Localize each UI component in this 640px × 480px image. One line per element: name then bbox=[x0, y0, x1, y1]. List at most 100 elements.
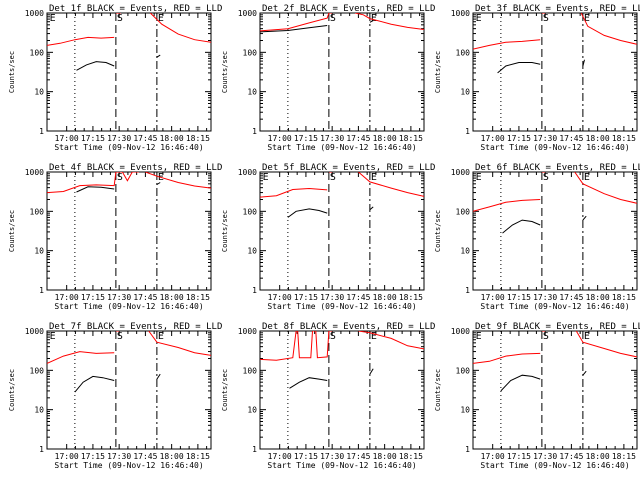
x-axis-label: Start Time (09-Nov-12 16:46:40) bbox=[54, 143, 203, 152]
plot-frame bbox=[472, 171, 638, 291]
x-tick-label: 17:00 bbox=[481, 293, 505, 302]
x-tick-label: 18:15 bbox=[186, 134, 210, 143]
y-tick-label: 1000 bbox=[238, 9, 257, 18]
series-line-events bbox=[500, 374, 541, 392]
y-tick-label: 1 bbox=[252, 445, 257, 454]
event-marker-label: E bbox=[371, 13, 377, 24]
x-axis-label: Start Time (09-Nov-12 16:46:40) bbox=[480, 461, 629, 470]
series-line-lld bbox=[473, 352, 541, 364]
y-tick-label: 100 bbox=[30, 48, 45, 57]
y-tick-label: 100 bbox=[243, 207, 258, 216]
x-tick-label: 17:30 bbox=[107, 452, 131, 461]
panel-title: Det 1f BLACK = Events, RED = LLD bbox=[49, 4, 222, 14]
detector-panel: Det 4f BLACK = Events, RED = LLD 1 10 100 10… bbox=[8, 163, 222, 311]
detector-panel: Det 5f BLACK = Events, RED = LLD 1 10 100 10… bbox=[221, 163, 435, 311]
y-tick-label: 100 bbox=[456, 207, 471, 216]
x-tick-label: 18:15 bbox=[399, 134, 423, 143]
event-marker-label: E bbox=[584, 331, 590, 342]
x-tick-label: 18:00 bbox=[373, 293, 397, 302]
event-marker-label: E bbox=[476, 13, 482, 24]
x-tick-label: 17:45 bbox=[559, 452, 583, 461]
detector-panel: Det 9f BLACK = Events, RED = LLD 1 10 100 10… bbox=[434, 322, 640, 470]
y-axis-label: Counts/sec bbox=[221, 51, 229, 93]
series-line-events bbox=[156, 54, 161, 58]
event-marker-label: E bbox=[371, 172, 377, 183]
y-axis-label: Counts/sec bbox=[434, 51, 442, 93]
x-tick-label: 17:30 bbox=[533, 293, 557, 302]
plot-frame bbox=[259, 171, 425, 291]
plot-frame bbox=[259, 12, 425, 132]
y-tick-label: 10 bbox=[247, 88, 257, 97]
x-tick-label: 18:00 bbox=[373, 134, 397, 143]
y-axis-label: Counts/sec bbox=[221, 369, 229, 411]
x-tick-label: 17:00 bbox=[268, 452, 292, 461]
series-line-events bbox=[369, 20, 374, 23]
series-line-lld bbox=[580, 13, 637, 45]
plot-frame bbox=[472, 330, 638, 450]
x-tick-label: 18:15 bbox=[186, 293, 210, 302]
series-line-events bbox=[582, 59, 585, 67]
y-tick-label: 10 bbox=[460, 406, 470, 415]
detector-panel: Det 6f BLACK = Events, RED = LLD 1 10 100 10… bbox=[434, 163, 640, 311]
x-axis-label: Start Time (09-Nov-12 16:46:40) bbox=[267, 143, 416, 152]
x-axis-label: Start Time (09-Nov-12 16:46:40) bbox=[480, 302, 629, 311]
series-line-lld bbox=[260, 13, 333, 32]
series-line-lld bbox=[47, 172, 139, 194]
panel-title: Det 9f BLACK = Events, RED = LLD bbox=[475, 322, 640, 332]
y-tick-label: 10 bbox=[34, 406, 44, 415]
x-tick-label: 17:15 bbox=[294, 134, 318, 143]
x-tick-label: 18:00 bbox=[160, 134, 184, 143]
x-axis-label: Start Time (09-Nov-12 16:46:40) bbox=[480, 143, 629, 152]
y-tick-label: 1 bbox=[252, 286, 257, 295]
plot-frame bbox=[259, 330, 425, 450]
x-tick-label: 17:30 bbox=[533, 452, 557, 461]
x-tick-label: 17:15 bbox=[507, 293, 531, 302]
event-marker-label: S bbox=[117, 172, 123, 183]
y-tick-label: 10 bbox=[460, 88, 470, 97]
y-tick-label: 1000 bbox=[25, 9, 44, 18]
y-axis-label: Counts/sec bbox=[221, 210, 229, 252]
panel-title: Det 7f BLACK = Events, RED = LLD bbox=[49, 322, 222, 332]
x-tick-label: 17:45 bbox=[346, 293, 370, 302]
series-line-events bbox=[156, 373, 161, 380]
series-line-lld bbox=[47, 351, 115, 364]
event-marker-label: S bbox=[543, 13, 549, 24]
x-tick-label: 18:00 bbox=[160, 293, 184, 302]
y-tick-label: 1 bbox=[465, 127, 470, 136]
detector-panel: Det 1f BLACK = Events, RED = LLD 1 10 100 10… bbox=[8, 4, 222, 152]
x-tick-label: 17:30 bbox=[533, 134, 557, 143]
series-line-lld bbox=[260, 187, 328, 198]
panel-title: Det 5f BLACK = Events, RED = LLD bbox=[262, 163, 435, 173]
detector-panel: Det 8f BLACK = Events, RED = LLD 1 10 100 10… bbox=[221, 322, 435, 470]
event-marker-label: E bbox=[476, 172, 482, 183]
event-marker-label: E bbox=[158, 331, 164, 342]
x-tick-label: 17:00 bbox=[55, 293, 79, 302]
y-tick-label: 1 bbox=[252, 127, 257, 136]
x-tick-label: 17:15 bbox=[81, 293, 105, 302]
series-line-events bbox=[502, 219, 541, 234]
panel-title: Det 3f BLACK = Events, RED = LLD bbox=[475, 4, 640, 14]
x-tick-label: 17:00 bbox=[481, 452, 505, 461]
y-axis-label: Counts/sec bbox=[8, 210, 16, 252]
detector-panel: Det 7f BLACK = Events, RED = LLD 1 10 100 10… bbox=[8, 322, 222, 470]
x-axis-label: Start Time (09-Nov-12 16:46:40) bbox=[54, 302, 203, 311]
x-tick-label: 18:00 bbox=[160, 452, 184, 461]
detector-panel: Det 3f BLACK = Events, RED = LLD 1 10 100 10… bbox=[434, 4, 640, 152]
x-tick-label: 18:15 bbox=[399, 293, 423, 302]
series-line-events bbox=[582, 370, 587, 376]
event-marker-label: S bbox=[117, 331, 123, 342]
y-tick-label: 100 bbox=[243, 48, 258, 57]
event-marker-label: E bbox=[371, 331, 377, 342]
plot-frame bbox=[46, 12, 212, 132]
series-line-lld bbox=[149, 13, 211, 43]
x-tick-label: 17:15 bbox=[507, 134, 531, 143]
series-line-events bbox=[74, 375, 115, 393]
x-tick-label: 18:00 bbox=[586, 134, 610, 143]
y-tick-label: 100 bbox=[456, 48, 471, 57]
x-tick-label: 18:15 bbox=[186, 452, 210, 461]
plot-frame bbox=[46, 330, 212, 450]
y-tick-label: 10 bbox=[34, 88, 44, 97]
series-line-events bbox=[156, 182, 161, 185]
y-tick-label: 1000 bbox=[451, 9, 470, 18]
